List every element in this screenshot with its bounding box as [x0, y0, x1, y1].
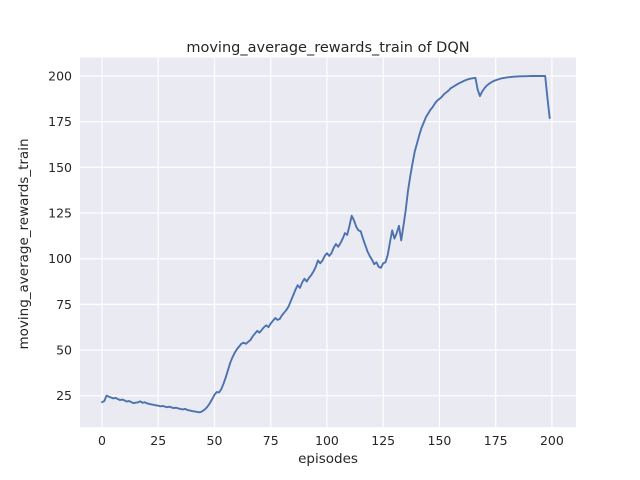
y-tick-label: 125 — [48, 206, 72, 221]
y-tick-label: 50 — [56, 343, 72, 358]
x-tick-label: 0 — [98, 433, 106, 448]
data-series — [101, 75, 551, 414]
y-tick-label: 25 — [56, 388, 72, 403]
gridlines — [80, 57, 576, 428]
x-tick-label: 50 — [207, 433, 223, 448]
tick-labels: 0 25 50 75 100 125 150 175 200 25 50 75 100 125 150 175… — [48, 68, 564, 448]
y-tick-label: 150 — [48, 160, 72, 175]
x-tick-label: 175 — [484, 433, 508, 448]
series-line-moving-average-rewards — [101, 75, 551, 414]
x-axis-label: episodes — [298, 451, 358, 467]
y-tick-label: 175 — [48, 114, 72, 129]
x-tick-label: 200 — [540, 433, 564, 448]
plot-area — [80, 57, 576, 428]
y-tick-label: 200 — [48, 68, 72, 83]
x-tick-label: 125 — [371, 433, 395, 448]
axes-background — [80, 57, 576, 428]
y-axis-label: moving_average_rewards_train — [16, 138, 32, 349]
chart-title: moving_average_rewards_train of DQN — [186, 40, 469, 56]
x-tick-label: 150 — [428, 433, 452, 448]
y-tick-label: 100 — [48, 251, 72, 266]
x-tick-label: 25 — [150, 433, 166, 448]
x-tick-label: 75 — [263, 433, 279, 448]
x-tick-label: 100 — [315, 433, 339, 448]
y-tick-label: 75 — [56, 297, 72, 312]
